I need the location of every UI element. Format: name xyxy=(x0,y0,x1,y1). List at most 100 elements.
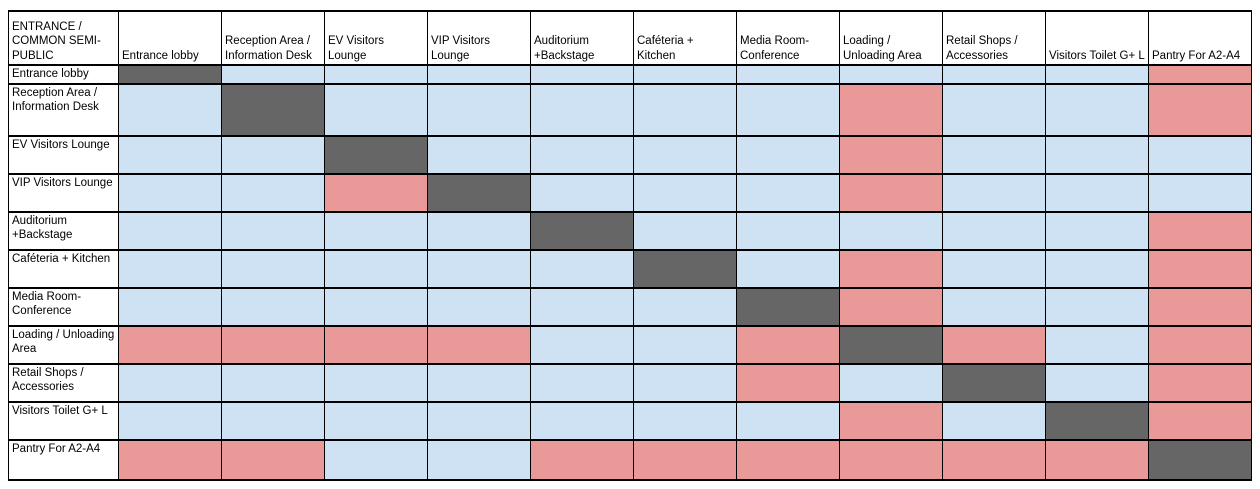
matrix-cell-4-5 xyxy=(530,173,634,213)
matrix-row-7: Media Room-Conference xyxy=(8,287,1252,327)
matrix-cell-2-8 xyxy=(839,83,943,137)
matrix-cell-7-4 xyxy=(427,287,531,327)
matrix-cell-5-9 xyxy=(942,211,1046,251)
matrix-cell-10-9 xyxy=(942,401,1046,441)
matrix-cell-8-7 xyxy=(736,325,840,365)
matrix-row-8: Loading / Unloading Area xyxy=(8,325,1252,365)
matrix-cell-9-6 xyxy=(633,363,737,403)
matrix-row-4: VIP Visitors Lounge xyxy=(8,173,1252,213)
matrix-cell-4-7 xyxy=(736,173,840,213)
matrix-cell-3-11 xyxy=(1148,135,1252,175)
matrix-cell-6-11 xyxy=(1148,249,1252,289)
row-header-6: Caféteria + Kitchen xyxy=(8,249,119,289)
matrix-cell-4-6 xyxy=(633,173,737,213)
matrix-cell-10-10 xyxy=(1045,401,1149,441)
matrix-cell-6-3 xyxy=(324,249,428,289)
row-header-3: EV Visitors Lounge xyxy=(8,135,119,175)
matrix-cell-2-9 xyxy=(942,83,1046,137)
column-header-9: Retail Shops / Accessories xyxy=(942,10,1046,66)
matrix-cell-11-1 xyxy=(118,439,222,481)
matrix-cell-6-5 xyxy=(530,249,634,289)
matrix-cell-9-3 xyxy=(324,363,428,403)
matrix-cell-3-5 xyxy=(530,135,634,175)
matrix-cell-5-2 xyxy=(221,211,325,251)
matrix-cell-6-7 xyxy=(736,249,840,289)
matrix-cell-9-4 xyxy=(427,363,531,403)
matrix-cell-8-8 xyxy=(839,325,943,365)
matrix-cell-3-1 xyxy=(118,135,222,175)
matrix-cell-2-3 xyxy=(324,83,428,137)
matrix-cell-6-8 xyxy=(839,249,943,289)
matrix-cell-3-10 xyxy=(1045,135,1149,175)
matrix-row-11: Pantry For A2-A4 xyxy=(8,439,1252,481)
matrix-cell-4-2 xyxy=(221,173,325,213)
matrix-cell-6-9 xyxy=(942,249,1046,289)
row-header-8: Loading / Unloading Area xyxy=(8,325,119,365)
matrix-cell-2-7 xyxy=(736,83,840,137)
matrix-cell-11-8 xyxy=(839,439,943,481)
column-header-5: Auditorium +Backstage xyxy=(530,10,634,66)
matrix-row-2: Reception Area / Information Desk xyxy=(8,83,1252,137)
matrix-cell-10-8 xyxy=(839,401,943,441)
row-header-4: VIP Visitors Lounge xyxy=(8,173,119,213)
matrix-cell-8-11 xyxy=(1148,325,1252,365)
column-header-10: Visitors Toilet G+ L xyxy=(1045,10,1149,66)
row-header-10: Visitors Toilet G+ L xyxy=(8,401,119,441)
matrix-cell-3-2 xyxy=(221,135,325,175)
matrix-cell-11-7 xyxy=(736,439,840,481)
matrix-cell-6-6 xyxy=(633,249,737,289)
matrix-cell-4-11 xyxy=(1148,173,1252,213)
adjacency-matrix-table: ENTRANCE / COMMON SEMI-PUBLIC Entrance l… xyxy=(8,10,1252,481)
matrix-cell-1-3 xyxy=(324,64,428,85)
matrix-cell-9-7 xyxy=(736,363,840,403)
matrix-cell-5-5 xyxy=(530,211,634,251)
matrix-cell-2-2 xyxy=(221,83,325,137)
matrix-cell-11-4 xyxy=(427,439,531,481)
matrix-cell-2-4 xyxy=(427,83,531,137)
matrix-body: Entrance lobby Reception Area / Informati… xyxy=(8,64,1252,481)
matrix-cell-11-11 xyxy=(1148,439,1252,481)
matrix-cell-9-1 xyxy=(118,363,222,403)
matrix-row-6: Caféteria + Kitchen xyxy=(8,249,1252,289)
row-header-11: Pantry For A2-A4 xyxy=(8,439,119,481)
matrix-cell-10-5 xyxy=(530,401,634,441)
matrix-cell-11-10 xyxy=(1045,439,1149,481)
matrix-cell-10-7 xyxy=(736,401,840,441)
matrix-cell-2-11 xyxy=(1148,83,1252,137)
matrix-cell-6-10 xyxy=(1045,249,1149,289)
matrix-row-9: Retail Shops / Accessories xyxy=(8,363,1252,403)
column-header-8: Loading / Unloading Area xyxy=(839,10,943,66)
matrix-cell-9-11 xyxy=(1148,363,1252,403)
matrix-cell-3-4 xyxy=(427,135,531,175)
matrix-cell-1-7 xyxy=(736,64,840,85)
adjacency-matrix-wrap: ENTRANCE / COMMON SEMI-PUBLIC Entrance l… xyxy=(8,10,1252,481)
matrix-cell-1-11 xyxy=(1148,64,1252,85)
matrix-cell-7-6 xyxy=(633,287,737,327)
matrix-cell-1-4 xyxy=(427,64,531,85)
matrix-cell-10-6 xyxy=(633,401,737,441)
matrix-cell-9-9 xyxy=(942,363,1046,403)
matrix-cell-8-10 xyxy=(1045,325,1149,365)
matrix-cell-9-10 xyxy=(1045,363,1149,403)
matrix-cell-8-1 xyxy=(118,325,222,365)
matrix-cell-6-2 xyxy=(221,249,325,289)
matrix-cell-2-5 xyxy=(530,83,634,137)
matrix-cell-5-8 xyxy=(839,211,943,251)
column-header-6: Caféteria + Kitchen xyxy=(633,10,737,66)
matrix-cell-7-5 xyxy=(530,287,634,327)
matrix-cell-10-2 xyxy=(221,401,325,441)
column-header-4: VIP Visitors Lounge xyxy=(427,10,531,66)
matrix-cell-2-1 xyxy=(118,83,222,137)
matrix-row-1: Entrance lobby xyxy=(8,64,1252,85)
row-header-9: Retail Shops / Accessories xyxy=(8,363,119,403)
matrix-cell-4-9 xyxy=(942,173,1046,213)
matrix-cell-6-1 xyxy=(118,249,222,289)
matrix-cell-4-3 xyxy=(324,173,428,213)
matrix-cell-8-4 xyxy=(427,325,531,365)
matrix-cell-9-8 xyxy=(839,363,943,403)
matrix-cell-11-6 xyxy=(633,439,737,481)
matrix-cell-11-2 xyxy=(221,439,325,481)
column-header-11: Pantry For A2-A4 xyxy=(1148,10,1252,66)
matrix-row-10: Visitors Toilet G+ L xyxy=(8,401,1252,441)
